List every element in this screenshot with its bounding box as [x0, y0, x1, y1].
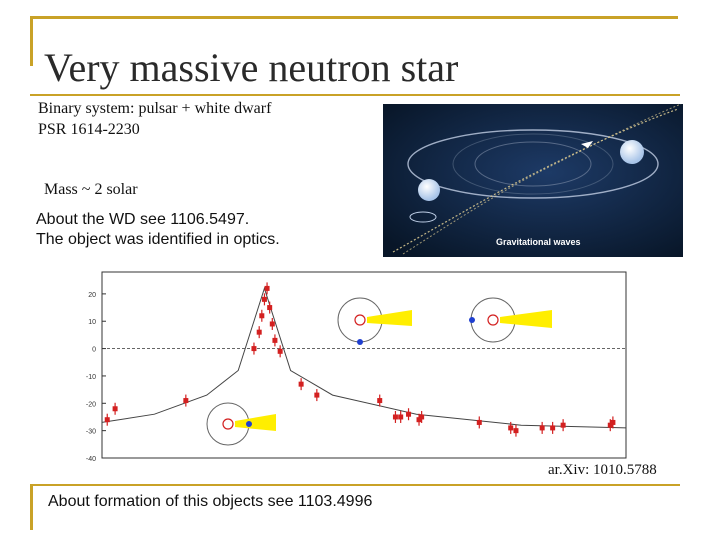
binary-artist-image: Gravitational waves [383, 103, 683, 257]
data-point [416, 413, 422, 426]
data-point [377, 394, 383, 407]
model-curve [101, 286, 627, 429]
orbit-inset-lower [206, 402, 276, 446]
y-tick-label: -20 [86, 401, 96, 408]
data-point [277, 345, 283, 358]
formation-reference-text: About formation of this objects see 1103… [48, 493, 373, 510]
image-caption: Gravitational waves [496, 237, 581, 247]
optics-text: The object was identified in optics. [36, 231, 280, 248]
wd-dot-icon [357, 339, 363, 345]
mass-text: Mass ~ 2 solar [44, 181, 138, 198]
orbit-inset-upper-right [469, 297, 552, 343]
pulsar-name-text: PSR 1614-2230 [38, 121, 140, 138]
slide-title: Very massive neutron star [44, 45, 459, 90]
data-point [607, 419, 613, 432]
white-dwarf-star [620, 140, 644, 164]
plot-frame [101, 271, 627, 459]
y-tick-label: -40 [86, 456, 96, 463]
pulsar-star [418, 179, 440, 201]
beam-cone-icon [500, 310, 552, 328]
data-point [392, 410, 398, 423]
binary-system-text: Binary system: pulsar + white dwarf [38, 100, 272, 117]
data-point [298, 378, 304, 391]
data-point [508, 421, 514, 434]
y-tick-label: 0 [92, 347, 96, 354]
y-tick-label: 10 [88, 319, 96, 326]
data-point [264, 282, 270, 295]
data-point [251, 342, 257, 355]
beam-cone-icon [367, 310, 412, 326]
data-point [398, 410, 404, 423]
data-point [112, 402, 118, 415]
data-point [267, 301, 273, 314]
data-point [560, 419, 566, 432]
y-tick-label: 20 [88, 292, 96, 299]
y-tick-label: -30 [86, 429, 96, 436]
data-point [406, 408, 412, 421]
y-tick-label: -10 [86, 374, 96, 381]
wd-dot-icon [246, 421, 252, 427]
data-point [610, 416, 616, 429]
left-accent-rule [30, 16, 33, 66]
title-underline [30, 94, 680, 96]
bottom-left-accent-rule [30, 484, 33, 530]
data-point [550, 421, 556, 434]
data-point [419, 410, 425, 423]
wd-dot-icon [469, 317, 475, 323]
orbit-inset-upper-left [337, 297, 412, 345]
data-point [261, 293, 267, 306]
data-point [476, 416, 482, 429]
data-point [269, 317, 275, 330]
data-point [272, 334, 278, 347]
beam-cone-icon [235, 414, 276, 431]
bottom-accent-rule [30, 484, 680, 486]
data-point [256, 326, 262, 339]
arxiv-reference: ar.Xiv: 1010.5788 [548, 462, 657, 478]
top-accent-rule [30, 16, 678, 19]
data-point [513, 424, 519, 437]
shapiro-delay-plot: 20 10 0 -10 -20 -30 -40 [68, 268, 632, 466]
data-point [104, 413, 110, 426]
wd-reference-text: About the WD see 1106.5497. [36, 211, 250, 228]
data-point [314, 389, 320, 402]
data-point [183, 394, 189, 407]
data-point [539, 421, 545, 434]
data-point [259, 309, 265, 322]
